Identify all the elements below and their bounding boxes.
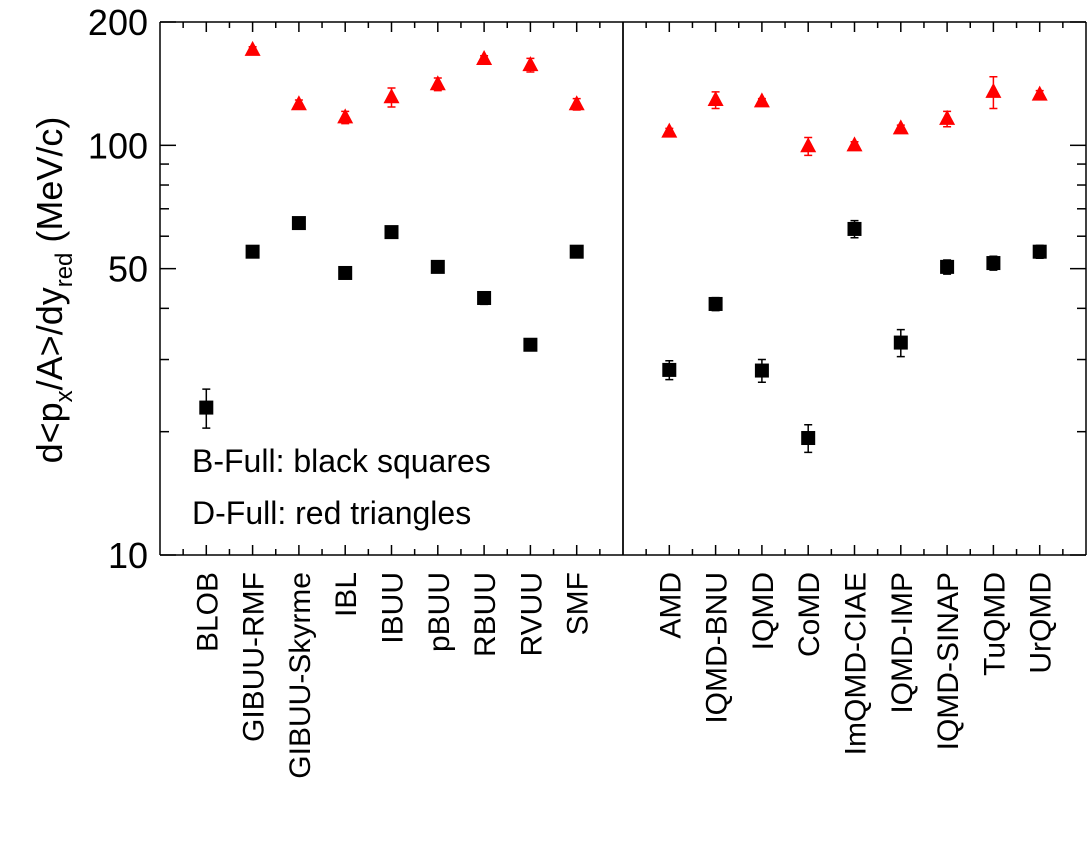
y-title-part: /A>/dy (29, 287, 70, 390)
marker (940, 259, 955, 274)
marker (892, 119, 909, 135)
y-title-part: (MeV/c) (29, 117, 70, 253)
marker (939, 109, 956, 125)
x-tick-label: IBUU (377, 572, 410, 644)
y-tick-label: 10 (108, 535, 148, 576)
marker (244, 40, 261, 56)
annotation: B-Full: black squares (192, 443, 491, 479)
x-tick-label: GIBUU-RMF (238, 572, 271, 742)
marker (522, 56, 539, 72)
marker (985, 82, 1002, 98)
x-tick-label: RBUU (469, 572, 502, 657)
marker (523, 337, 538, 352)
marker (291, 216, 306, 231)
marker (986, 256, 1001, 271)
x-tick-label: IQMD-IMP (886, 572, 919, 714)
marker (337, 108, 354, 124)
y-title-sub: red (51, 253, 78, 288)
x-tick-label: BLOB (191, 572, 224, 652)
x-tick-label: UrQMD (1025, 572, 1058, 674)
x-tick-label: IQMD-SINAP (932, 572, 965, 750)
x-tick-label: IBL (330, 572, 363, 617)
marker (1032, 244, 1047, 259)
x-tick-label: AMD (654, 572, 687, 639)
marker (801, 431, 816, 446)
x-tick-label: IQMD (747, 572, 780, 650)
marker (245, 244, 260, 259)
y-tick-label: 200 (88, 2, 148, 43)
marker (383, 88, 400, 104)
marker (707, 91, 724, 107)
marker (800, 137, 817, 153)
marker (476, 49, 493, 65)
y-tick-label: 50 (108, 249, 148, 290)
x-tick-label: CoMD (793, 572, 826, 657)
marker (754, 363, 769, 378)
x-tick-label: pBUU (423, 572, 456, 652)
marker (753, 92, 770, 108)
y-title-sub: x (51, 390, 78, 402)
marker (662, 362, 677, 377)
marker (430, 259, 445, 274)
marker (384, 225, 399, 240)
marker (847, 221, 862, 236)
y-title-part: d<p (29, 402, 70, 463)
marker (661, 122, 678, 138)
marker (477, 290, 492, 305)
marker (708, 296, 723, 311)
x-tick-label: SMF (562, 572, 595, 635)
marker (290, 95, 307, 111)
x-tick-label: TuQMD (978, 572, 1011, 676)
x-tick-label: GIBUU-Skyrme (284, 572, 317, 779)
marker (846, 136, 863, 152)
annotation: D-Full: red triangles (192, 495, 471, 531)
marker (568, 95, 585, 111)
marker (429, 75, 446, 91)
x-tick-label: IQMD-BNU (701, 572, 734, 724)
x-tick-label: RVUU (515, 572, 548, 656)
marker (1031, 85, 1048, 101)
marker (569, 244, 584, 259)
marker (893, 335, 908, 350)
y-axis-title: d<px/A>/dyred (MeV/c) (29, 117, 78, 464)
y-tick-label: 100 (88, 125, 148, 166)
marker (338, 265, 353, 280)
marker (199, 400, 214, 415)
x-tick-label: ImQMD-CIAE (840, 572, 873, 755)
